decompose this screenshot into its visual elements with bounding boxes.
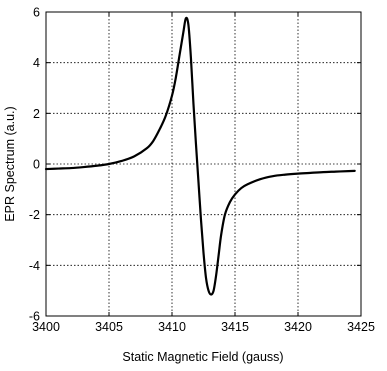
y-tick-label: -2: [29, 208, 40, 222]
series-line: [44, 16, 356, 296]
y-tick-label: -6: [29, 310, 40, 324]
y-tick-label: 2: [33, 107, 40, 121]
x-tick-label: 3405: [95, 320, 123, 334]
x-tick-label: 3410: [158, 320, 186, 334]
y-axis-label: EPR Spectrum (a.u.): [3, 106, 17, 221]
x-tick-label: 3425: [347, 320, 375, 334]
plot-frame: [45, 11, 362, 317]
y-tick-label: 6: [33, 6, 40, 20]
y-tick-label: 4: [33, 56, 40, 70]
x-tick-labels: 3400 3405 3410 3415 3420 3425: [32, 320, 375, 334]
y-tick-labels: -6 -4 -2 0 2 4 6: [29, 6, 40, 324]
x-axis-label: Static Magnetic Field (gauss): [122, 350, 283, 364]
x-tick-label: 3420: [284, 320, 312, 334]
y-tick-label: 0: [33, 158, 40, 172]
x-tick-label: 3415: [221, 320, 249, 334]
y-tick-label: -4: [29, 259, 40, 273]
x-tick-label: 3400: [32, 320, 60, 334]
